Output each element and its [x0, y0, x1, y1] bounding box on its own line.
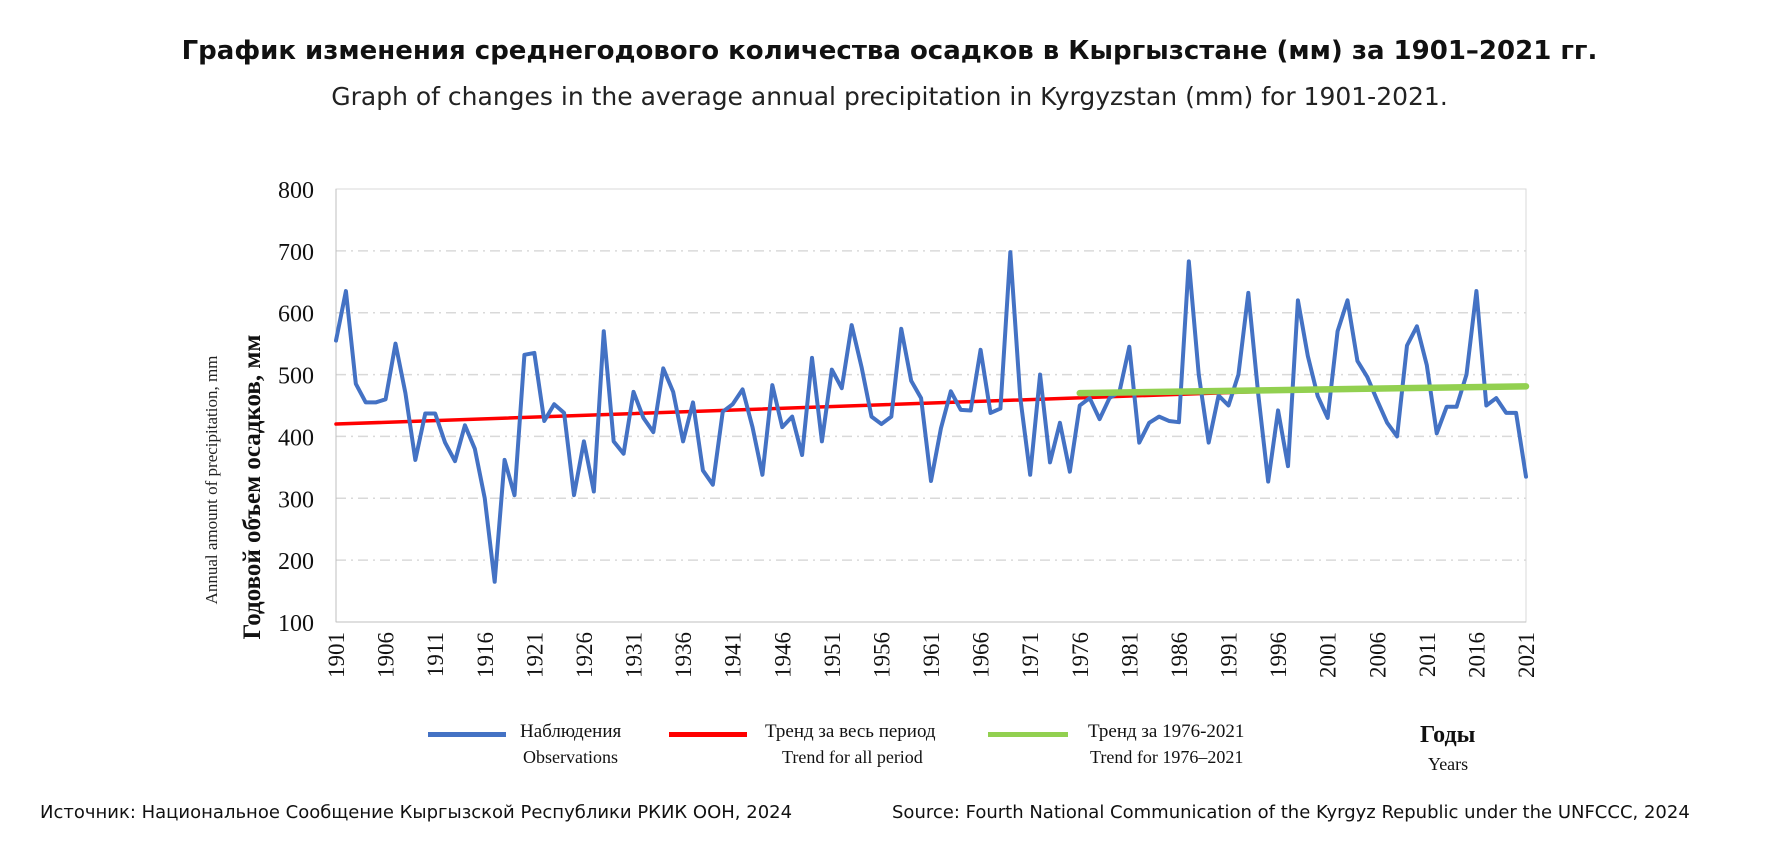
y-tick-label: 400 [278, 425, 314, 451]
trend-1976-2021-line [1076, 383, 1530, 397]
x-tick-label: 1991 [1217, 632, 1242, 678]
legend-swatch-observations [428, 732, 506, 737]
x-tick-label: 1926 [572, 632, 597, 678]
x-tick-label: 2006 [1365, 632, 1390, 678]
x-tick-label: 1911 [423, 632, 448, 677]
x-tick-label: 2001 [1316, 632, 1341, 678]
x-tick-label: 1966 [969, 632, 994, 678]
x-tick-label: 2016 [1464, 632, 1489, 678]
y-tick-label: 500 [278, 364, 314, 390]
x-tick-label: 1906 [374, 632, 399, 678]
x-tick-label: 2021 [1514, 632, 1539, 678]
x-tick-label: 1941 [721, 632, 746, 678]
legend-label-ru: Тренд за 1976-2021 [1088, 721, 1245, 742]
x-tick-label: 1961 [919, 632, 944, 678]
x-tick-label: 1931 [622, 632, 647, 678]
x-tick-label: 1996 [1266, 632, 1291, 678]
y-tick-label: 800 [278, 178, 314, 204]
y-tick-label: 600 [278, 302, 314, 328]
x-axis-label-en: Years [1428, 754, 1469, 774]
x-tick-label: 1916 [473, 632, 498, 678]
legend-swatch-trend-all [669, 732, 747, 737]
x-axis-label-ru: Годы [1420, 722, 1476, 748]
x-tick-label: 1946 [770, 632, 795, 678]
x-tick-label: 1971 [1018, 632, 1043, 678]
x-tick-label: 1986 [1167, 632, 1192, 678]
x-tick-label: 1956 [869, 632, 894, 678]
legend-label-en: Trend for all period [782, 747, 923, 767]
legend-label-ru: Наблюдения [520, 721, 622, 742]
x-tick-label: 1936 [671, 632, 696, 678]
x-tick-label: 2011 [1415, 632, 1440, 677]
chart-title: График изменения среднегодового количест… [181, 36, 1598, 66]
x-tick-label: 1901 [324, 632, 349, 678]
y-tick-label: 700 [278, 240, 314, 266]
legend-label-en: Observations [523, 747, 618, 767]
source-en: Source: Fourth National Communication of… [892, 802, 1690, 823]
legend-label-ru: Тренд за весь период [765, 721, 936, 742]
y-tick-label: 100 [278, 611, 314, 637]
observations-line [334, 250, 1528, 584]
source-ru: Источник: Национальное Сообщение Кыргызс… [40, 802, 793, 823]
y-tick-label: 200 [278, 549, 314, 575]
x-tick-label: 1921 [522, 632, 547, 678]
y-tick-label: 300 [278, 487, 314, 513]
legend-label-en: Trend for 1976–2021 [1090, 747, 1244, 767]
x-tick-label: 1981 [1117, 632, 1142, 678]
legend-swatch-trend-recent [988, 732, 1068, 737]
y-axis-label-en: Annual amount of precipitation, mm [202, 356, 221, 605]
plot-area [335, 188, 1527, 623]
chart-subtitle: Graph of changes in the average annual p… [331, 82, 1448, 111]
x-tick-label: 1976 [1068, 632, 1093, 678]
y-axis-label-ru: Годовой объем осадков, мм [239, 335, 266, 640]
x-tick-label: 1951 [820, 632, 845, 678]
